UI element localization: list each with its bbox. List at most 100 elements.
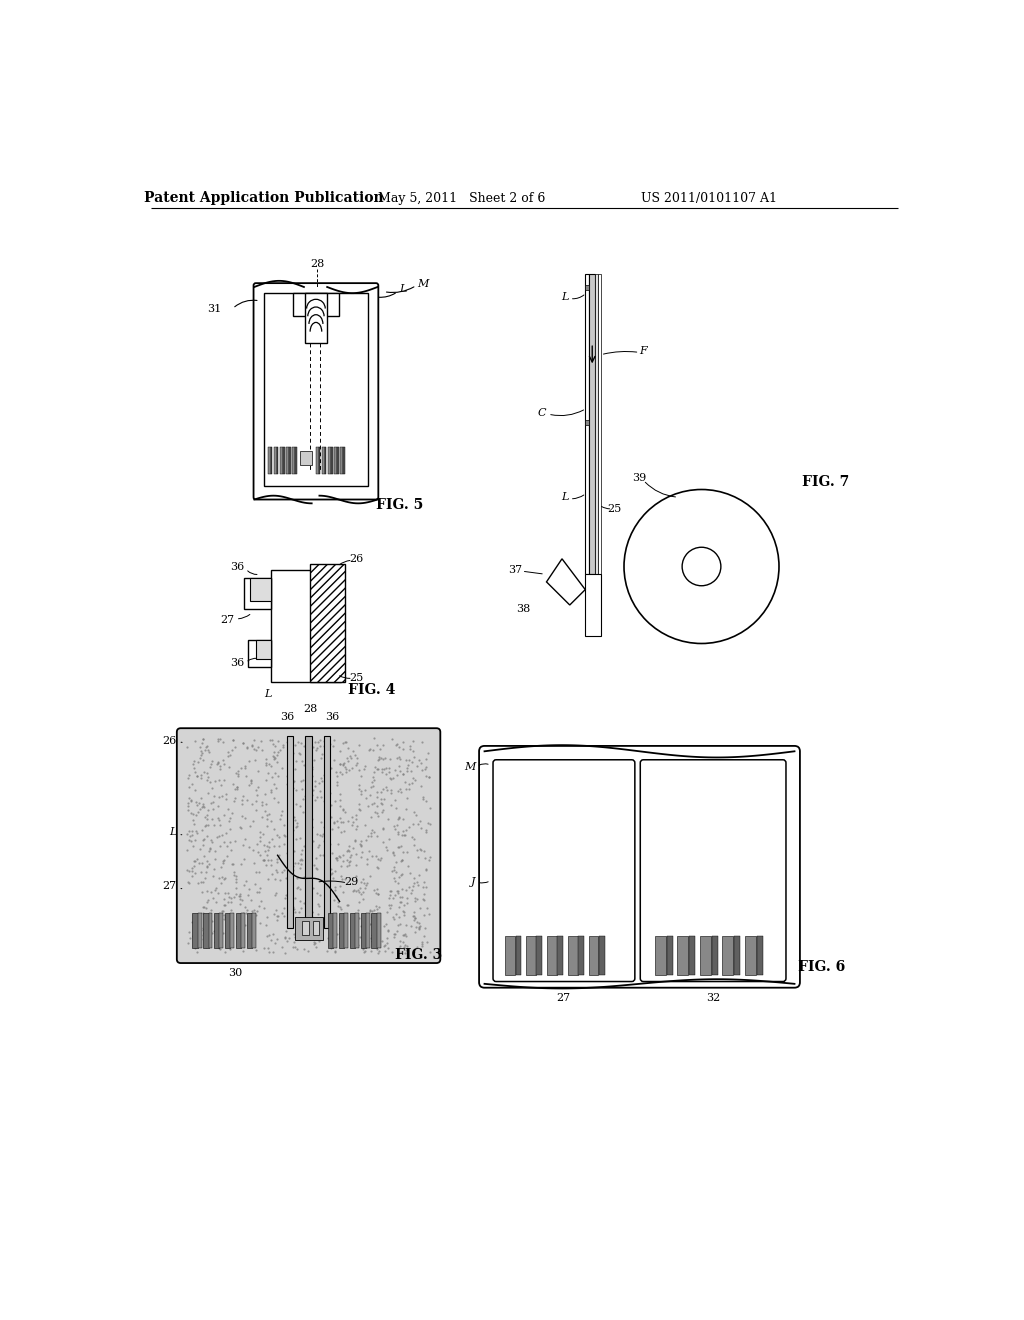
Text: M: M bbox=[417, 279, 428, 289]
Text: 26: 26 bbox=[163, 737, 177, 746]
Bar bbox=[209, 913, 212, 948]
Bar bbox=[245, 578, 271, 609]
Text: 36: 36 bbox=[280, 711, 294, 722]
Bar bbox=[267, 447, 270, 474]
Bar bbox=[744, 936, 756, 974]
Bar bbox=[310, 564, 345, 682]
Bar bbox=[300, 451, 311, 465]
Text: FIG. 3: FIG. 3 bbox=[395, 948, 442, 962]
Bar bbox=[337, 447, 339, 474]
Text: 36: 36 bbox=[230, 561, 245, 572]
Bar bbox=[599, 936, 604, 974]
Bar bbox=[263, 293, 369, 486]
Bar bbox=[225, 913, 230, 948]
Text: 36: 36 bbox=[230, 657, 245, 668]
Bar bbox=[515, 936, 521, 974]
Bar bbox=[589, 275, 595, 574]
Bar bbox=[377, 913, 381, 948]
Bar bbox=[286, 447, 289, 474]
Bar bbox=[586, 574, 601, 636]
Bar bbox=[339, 913, 344, 948]
Text: M: M bbox=[464, 762, 475, 772]
Bar bbox=[241, 913, 245, 948]
Bar bbox=[586, 285, 589, 290]
Text: 27: 27 bbox=[556, 993, 570, 1003]
Bar bbox=[355, 913, 359, 948]
Bar bbox=[236, 913, 241, 948]
Text: L: L bbox=[561, 292, 568, 302]
Bar bbox=[280, 447, 283, 474]
Bar bbox=[734, 936, 740, 974]
Text: J: J bbox=[471, 878, 475, 887]
Text: US 2011/0101107 A1: US 2011/0101107 A1 bbox=[641, 191, 777, 205]
FancyBboxPatch shape bbox=[479, 746, 800, 987]
Bar bbox=[313, 921, 319, 935]
Circle shape bbox=[624, 490, 779, 644]
Bar bbox=[219, 913, 223, 948]
Bar bbox=[198, 913, 202, 948]
Text: 26: 26 bbox=[349, 554, 364, 564]
Bar bbox=[655, 936, 666, 974]
FancyBboxPatch shape bbox=[254, 284, 378, 499]
Bar bbox=[343, 447, 345, 474]
Bar bbox=[595, 275, 598, 574]
Bar bbox=[276, 447, 279, 474]
Bar bbox=[273, 447, 276, 474]
Bar bbox=[287, 737, 293, 928]
Bar bbox=[547, 936, 557, 974]
Bar bbox=[247, 913, 252, 948]
Bar bbox=[214, 913, 219, 948]
Bar bbox=[271, 570, 341, 682]
Bar bbox=[305, 293, 327, 343]
Text: 25: 25 bbox=[349, 673, 364, 684]
Bar bbox=[678, 936, 688, 974]
Bar bbox=[203, 913, 209, 948]
Bar bbox=[700, 936, 711, 974]
Bar bbox=[334, 913, 337, 948]
Bar bbox=[193, 913, 198, 948]
Bar bbox=[328, 913, 334, 948]
Text: 27: 27 bbox=[220, 615, 234, 626]
Bar bbox=[586, 275, 589, 574]
Bar bbox=[366, 913, 370, 948]
Bar bbox=[334, 447, 337, 474]
Bar bbox=[322, 447, 325, 474]
Bar bbox=[292, 447, 295, 474]
Bar bbox=[568, 936, 578, 974]
Bar bbox=[689, 936, 695, 974]
Text: L: L bbox=[264, 689, 271, 698]
Text: FIG. 6: FIG. 6 bbox=[798, 960, 845, 974]
Text: 37: 37 bbox=[509, 565, 522, 576]
Text: FIG. 5: FIG. 5 bbox=[376, 498, 423, 512]
Bar bbox=[506, 936, 515, 974]
Text: 32: 32 bbox=[706, 993, 720, 1003]
Bar bbox=[586, 420, 589, 425]
Bar bbox=[302, 921, 308, 935]
Polygon shape bbox=[547, 558, 586, 605]
Bar bbox=[589, 936, 598, 974]
Text: Patent Application Publication: Patent Application Publication bbox=[143, 191, 383, 206]
Text: FIG. 7: FIG. 7 bbox=[802, 475, 849, 488]
Bar bbox=[250, 578, 271, 601]
Bar bbox=[344, 913, 348, 948]
Bar bbox=[328, 447, 331, 474]
Text: L: L bbox=[561, 492, 568, 502]
Text: 39: 39 bbox=[633, 473, 646, 483]
Bar bbox=[248, 640, 271, 667]
Text: 29: 29 bbox=[344, 878, 358, 887]
Bar bbox=[349, 913, 355, 948]
Bar bbox=[289, 447, 291, 474]
Text: 27: 27 bbox=[163, 880, 177, 891]
Bar bbox=[315, 447, 318, 474]
Text: L: L bbox=[399, 284, 407, 294]
Bar bbox=[293, 293, 339, 317]
Text: 31: 31 bbox=[207, 304, 221, 314]
Text: 36: 36 bbox=[325, 711, 339, 722]
Text: C: C bbox=[538, 408, 547, 417]
Bar bbox=[372, 913, 377, 948]
Bar bbox=[722, 936, 733, 974]
Bar bbox=[252, 913, 256, 948]
Bar bbox=[360, 913, 366, 948]
Text: FIG. 4: FIG. 4 bbox=[348, 682, 396, 697]
Text: F: F bbox=[640, 346, 647, 356]
